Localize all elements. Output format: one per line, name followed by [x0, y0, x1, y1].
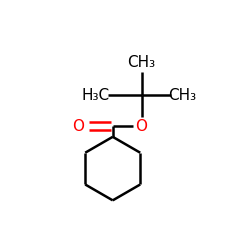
Text: O: O — [136, 119, 147, 134]
Text: O: O — [72, 119, 84, 134]
Text: H₃C: H₃C — [81, 88, 110, 103]
Text: CH₃: CH₃ — [128, 55, 156, 70]
Text: CH₃: CH₃ — [168, 88, 196, 103]
